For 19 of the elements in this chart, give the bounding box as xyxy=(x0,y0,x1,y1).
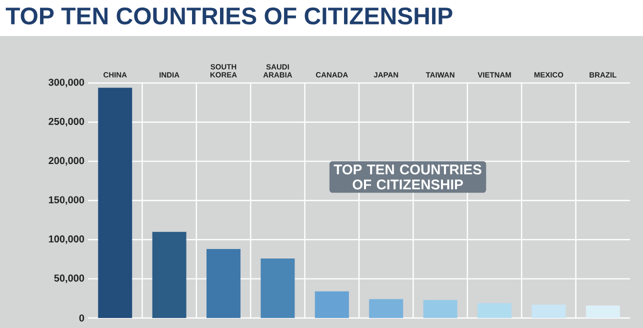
y-tick-label: 0 xyxy=(79,314,84,322)
bar xyxy=(532,304,566,318)
y-tick-label: 200,000 xyxy=(48,157,84,166)
bar xyxy=(206,249,241,318)
y-tick-label: 50,000 xyxy=(54,274,84,284)
bar xyxy=(152,232,186,318)
chart-title: TOP TEN COUNTRIES OF CITIZENSHIP xyxy=(6,8,452,24)
y-tick-label: 150,000 xyxy=(48,196,84,205)
bar xyxy=(98,88,132,318)
y-tick-label: 300,000 xyxy=(48,78,84,88)
y-tick-label: 100,000 xyxy=(48,235,84,244)
bar xyxy=(314,291,349,318)
bar xyxy=(369,299,404,318)
bar xyxy=(260,258,295,318)
bar xyxy=(586,305,620,318)
bar xyxy=(478,303,512,318)
y-tick-label: 250,000 xyxy=(48,118,84,126)
bar xyxy=(423,300,458,318)
annotation: TOP TEN COUNTRIES OF CITIZENSHIP xyxy=(334,164,482,190)
